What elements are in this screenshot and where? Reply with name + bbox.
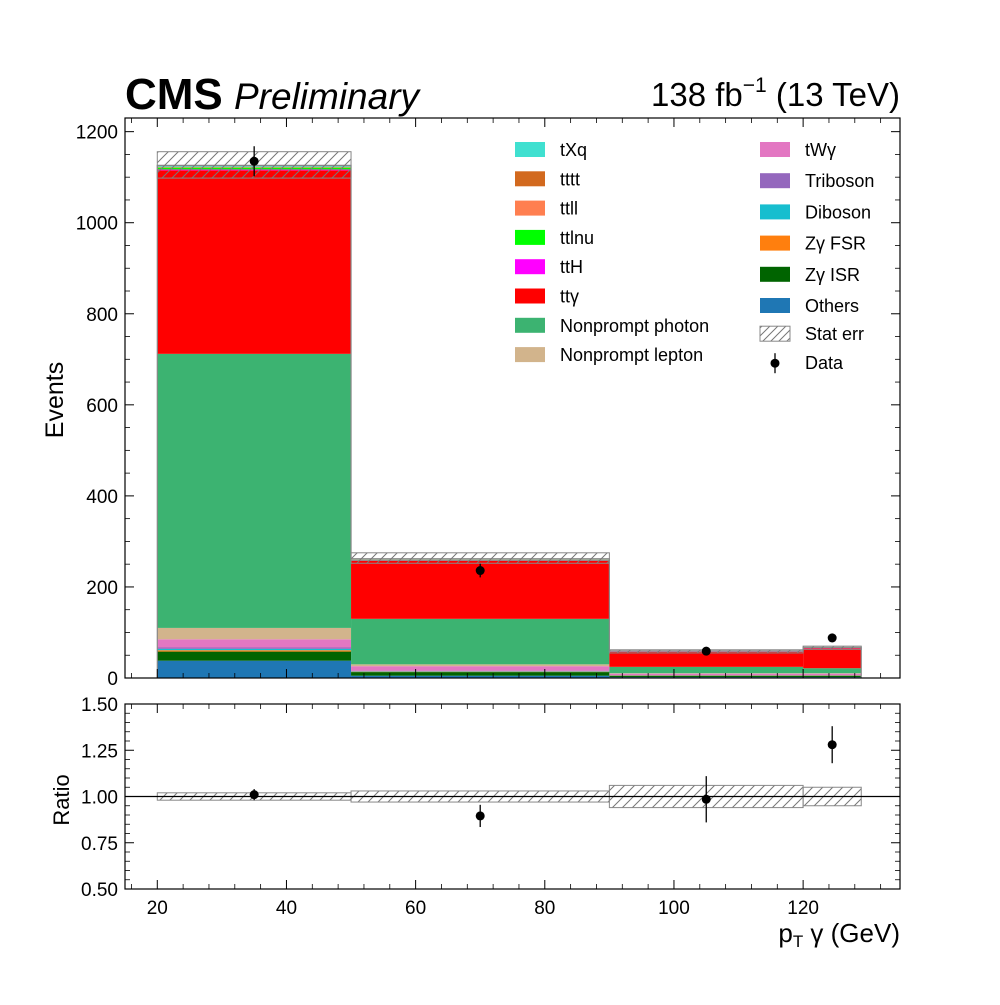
legend-label-tttt: tttt bbox=[560, 169, 580, 189]
stack-bar-tt--bin-0 bbox=[157, 170, 351, 353]
stack-bar-nonprompt-photon-bin-1 bbox=[351, 619, 609, 665]
energy-text: (13 TeV) bbox=[767, 76, 900, 113]
x-axis-label: pT γ (GeV) bbox=[778, 918, 900, 951]
ratio-y-tick-label-1: 0.75 bbox=[81, 834, 118, 855]
stack-bar-others-bin-0 bbox=[157, 661, 351, 678]
legend-label-others: Others bbox=[805, 296, 859, 316]
stack-bar-tw--bin-1 bbox=[351, 666, 609, 671]
legend-swatch-nonprompt-photon bbox=[515, 318, 545, 333]
data-point-1 bbox=[476, 566, 485, 575]
stack-bar-nonprompt-photon-bin-2 bbox=[609, 667, 803, 673]
main-y-tick-label-2: 400 bbox=[86, 487, 118, 508]
lumi-label: 138 fb−1 (13 TeV) bbox=[651, 74, 900, 113]
data-point-3 bbox=[828, 633, 837, 642]
legend-swatch-tt- bbox=[515, 289, 545, 304]
main-y-tick-label-6: 1200 bbox=[76, 123, 118, 144]
legend-label-txq: tXq bbox=[560, 140, 587, 160]
ratio-y-axis-label: Ratio bbox=[49, 774, 74, 825]
x-axis-label-main: p bbox=[778, 918, 792, 948]
legend-label-z-fsr: Zγ FSR bbox=[805, 234, 866, 254]
data-point-0 bbox=[250, 157, 259, 166]
x-axis-label-rest: γ (GeV) bbox=[803, 918, 900, 948]
ratio-y-tick-label-0: 0.50 bbox=[81, 880, 118, 901]
ratio-y-tick-label-3: 1.25 bbox=[81, 741, 118, 762]
legend-data-marker bbox=[771, 359, 780, 368]
legend-swatch-tth bbox=[515, 259, 545, 274]
legend-label-data: Data bbox=[805, 353, 844, 373]
ratio-x-tick-label-2: 60 bbox=[405, 898, 426, 919]
ratio-x-tick-label-3: 80 bbox=[534, 898, 555, 919]
cms-label: CMS bbox=[125, 70, 223, 119]
stack-bar-diboson-bin-0 bbox=[157, 649, 351, 650]
legend-label-tt-: ttγ bbox=[560, 287, 579, 307]
stack-bar-z-isr-bin-2 bbox=[609, 676, 803, 677]
data-point-2 bbox=[702, 647, 711, 656]
legend-swatch-others bbox=[760, 298, 790, 313]
legend-label-tth: ttH bbox=[560, 257, 583, 277]
legend-label-triboson: Triboson bbox=[805, 171, 874, 191]
main-y-tick-label-0: 0 bbox=[107, 669, 118, 690]
stack-bar-z-isr-bin-0 bbox=[157, 652, 351, 661]
legend-swatch-triboson bbox=[760, 173, 790, 188]
legend-label-z-isr: Zγ ISR bbox=[805, 265, 860, 285]
lumi-text: 138 fb bbox=[651, 76, 743, 113]
main-y-tick-label-1: 200 bbox=[86, 578, 118, 599]
stack-bar-nonprompt-lepton-bin-0 bbox=[157, 628, 351, 639]
preliminary-label: Preliminary bbox=[234, 76, 422, 117]
legend-label-diboson: Diboson bbox=[805, 202, 871, 222]
ratio-x-tick-label-1: 40 bbox=[276, 898, 297, 919]
lumi-exponent: −1 bbox=[743, 74, 767, 97]
stack-bar-tw--bin-2 bbox=[609, 674, 803, 675]
legend-swatch-z-fsr bbox=[760, 236, 790, 251]
legend-swatch-z-isr bbox=[760, 267, 790, 282]
stack-bar-tw--bin-0 bbox=[157, 639, 351, 647]
legend-swatch-ttlnu bbox=[515, 230, 545, 245]
ratio-point-3 bbox=[828, 740, 837, 749]
ratio-y-tick-label-4: 1.50 bbox=[81, 695, 118, 716]
ratio-point-0 bbox=[250, 790, 259, 799]
main-y-tick-label-5: 1000 bbox=[76, 214, 118, 235]
stack-bar-nonprompt-lepton-bin-1 bbox=[351, 664, 609, 666]
main-panel: 0 200 400 600 800 1000 1200 Events bbox=[41, 118, 900, 690]
stack-bar-nonprompt-photon-bin-3 bbox=[803, 668, 861, 673]
ratio-x-tick-label-5: 120 bbox=[787, 898, 819, 919]
main-y-axis-label: Events bbox=[41, 362, 69, 438]
stat-err-band-bin-3 bbox=[803, 646, 861, 649]
stack-bar-z-isr-bin-3 bbox=[803, 676, 861, 677]
legend-swatch-stat-err bbox=[760, 326, 790, 341]
stack-bar-z-fsr-bin-0 bbox=[157, 650, 351, 651]
stack-bar-tt--bin-3 bbox=[803, 648, 861, 668]
legend-swatch-diboson bbox=[760, 204, 790, 219]
x-axis-label-sub: T bbox=[793, 932, 803, 951]
legend-swatch-tttt bbox=[515, 171, 545, 186]
legend-label-nonprompt-lepton: Nonprompt lepton bbox=[560, 345, 703, 365]
legend-swatch-nonprompt-lepton bbox=[515, 347, 545, 362]
legend-swatch-txq bbox=[515, 142, 545, 157]
ratio-y-tick-label-2: 1.00 bbox=[81, 788, 118, 809]
legend-label-ttlnu: ttlnu bbox=[560, 228, 594, 248]
main-y-tick-label-3: 600 bbox=[86, 396, 118, 417]
legend: tXq tttt ttll ttlnu ttH ttγ Nonprompt photon No… bbox=[515, 140, 874, 373]
legend-label-stat-err: Stat err bbox=[805, 324, 864, 344]
legend-label-nonprompt-photon: Nonprompt photon bbox=[560, 316, 709, 336]
ratio-x-tick-label-4: 100 bbox=[658, 898, 690, 919]
ratio-panel: 0.50 0.75 1.00 1.25 1.50 20 40 60 80 100 120 Ratio p… bbox=[49, 695, 900, 951]
legend-label-tw-: tWγ bbox=[805, 140, 836, 160]
stack-bar-nonprompt-photon-bin-0 bbox=[157, 354, 351, 628]
legend-swatch-tw- bbox=[760, 142, 790, 157]
ratio-x-tick-label-0: 20 bbox=[147, 898, 168, 919]
stack-bar-triboson-bin-0 bbox=[157, 647, 351, 648]
stat-err-band-bin-1 bbox=[351, 553, 609, 563]
legend-swatch-ttll bbox=[515, 201, 545, 216]
stack-bar-tw--bin-3 bbox=[803, 674, 861, 675]
ratio-point-1 bbox=[476, 811, 485, 820]
ratio-point-2 bbox=[702, 795, 711, 804]
main-y-tick-label-4: 800 bbox=[86, 305, 118, 326]
legend-label-ttll: ttll bbox=[560, 199, 578, 219]
